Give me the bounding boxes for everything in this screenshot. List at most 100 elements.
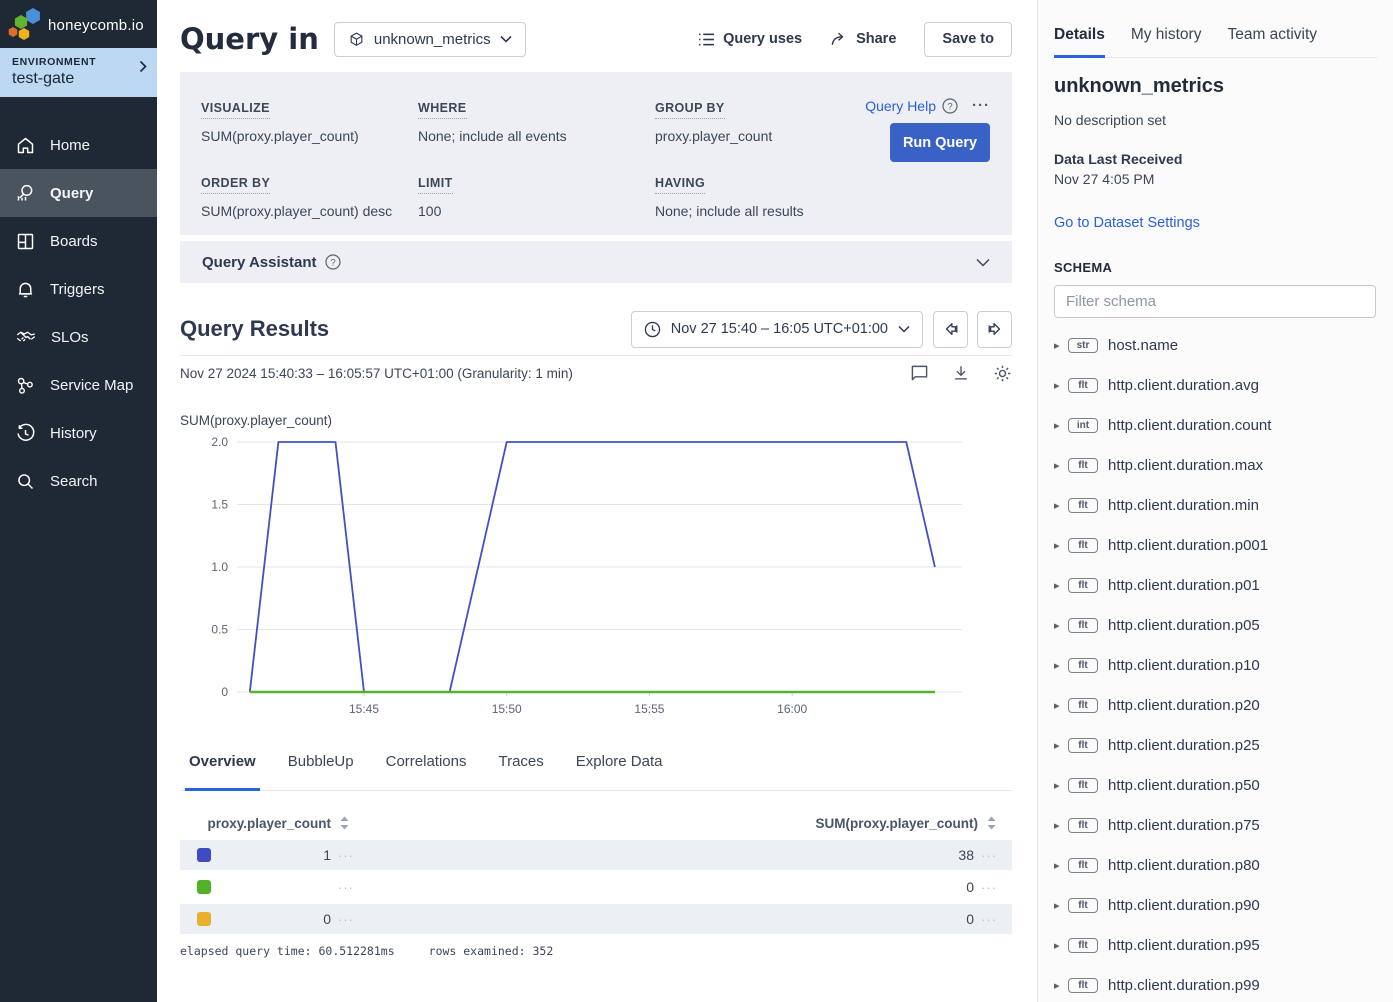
limit-label[interactable]: LIMIT bbox=[418, 176, 453, 194]
expand-triangle-icon[interactable]: ▸ bbox=[1054, 939, 1060, 952]
schema-item[interactable]: ▸ flt http.client.duration.p20 bbox=[1054, 685, 1377, 725]
schema-item[interactable]: ▸ flt http.client.duration.min bbox=[1054, 485, 1377, 525]
order-by-value[interactable]: SUM(proxy.player_count) desc bbox=[201, 203, 393, 219]
schema-item[interactable]: ▸ flt http.client.duration.max bbox=[1054, 445, 1377, 485]
save-to-button[interactable]: Save to bbox=[924, 21, 1012, 57]
query-assistant-panel[interactable]: Query Assistant ? bbox=[180, 241, 1012, 283]
environment-name: test-gate bbox=[12, 70, 75, 87]
row-menu[interactable]: ··· bbox=[338, 847, 354, 863]
expand-triangle-icon[interactable]: ▸ bbox=[1054, 899, 1060, 912]
tab-team-activity[interactable]: Team activity bbox=[1227, 26, 1318, 43]
query-help-link[interactable]: Query Help ? bbox=[865, 98, 958, 114]
time-back-button[interactable] bbox=[933, 310, 968, 348]
tab-explore-data[interactable]: Explore Data bbox=[575, 753, 663, 770]
row-menu[interactable]: ··· bbox=[981, 847, 997, 863]
visualize-value[interactable]: SUM(proxy.player_count) bbox=[201, 128, 359, 144]
sort-icon[interactable] bbox=[331, 816, 357, 830]
schema-item[interactable]: ▸ flt http.client.duration.p99 bbox=[1054, 965, 1377, 1002]
schema-item[interactable]: ▸ flt http.client.duration.p25 bbox=[1054, 725, 1377, 765]
tab-details[interactable]: Details bbox=[1054, 26, 1105, 58]
tab-bubbleup[interactable]: BubbleUp bbox=[287, 753, 354, 770]
table-row[interactable]: 0 ··· 0 ··· bbox=[180, 904, 1012, 934]
row-menu[interactable]: ··· bbox=[338, 879, 354, 895]
time-forward-button[interactable] bbox=[977, 310, 1012, 348]
schema-item[interactable]: ▸ flt http.client.duration.avg bbox=[1054, 365, 1377, 405]
table-row[interactable]: 1 ··· 38 ··· bbox=[180, 840, 1012, 870]
schema-list: ▸ str host.name ▸ flt http.client.durati… bbox=[1054, 325, 1377, 1002]
run-query-button[interactable]: Run Query bbox=[890, 123, 990, 162]
visualize-label[interactable]: VISUALIZE bbox=[201, 101, 270, 119]
schema-item[interactable]: ▸ flt http.client.duration.p05 bbox=[1054, 605, 1377, 645]
honeycomb-logo[interactable]: honeycomb.io bbox=[0, 0, 157, 48]
schema-item[interactable]: ▸ int http.client.duration.count bbox=[1054, 405, 1377, 445]
group-by-label[interactable]: GROUP BY bbox=[655, 101, 725, 119]
where-label[interactable]: WHERE bbox=[418, 101, 467, 119]
sidebar-item-search[interactable]: Search bbox=[0, 457, 157, 505]
expand-triangle-icon[interactable]: ▸ bbox=[1054, 579, 1060, 592]
schema-item[interactable]: ▸ flt http.client.duration.p75 bbox=[1054, 805, 1377, 845]
expand-triangle-icon[interactable]: ▸ bbox=[1054, 339, 1060, 352]
expand-triangle-icon[interactable]: ▸ bbox=[1054, 539, 1060, 552]
expand-triangle-icon[interactable]: ▸ bbox=[1054, 499, 1060, 512]
row-menu[interactable]: ··· bbox=[981, 911, 997, 927]
query-uses-button[interactable]: Query uses bbox=[698, 31, 802, 47]
expand-triangle-icon[interactable]: ▸ bbox=[1054, 459, 1060, 472]
gear-icon[interactable] bbox=[993, 364, 1012, 383]
sidebar-item-triggers[interactable]: Triggers bbox=[0, 265, 157, 313]
expand-triangle-icon[interactable]: ▸ bbox=[1054, 659, 1060, 672]
environment-switcher[interactable]: ENVIRONMENT test-gate bbox=[0, 48, 157, 97]
row-menu[interactable]: ··· bbox=[981, 879, 997, 895]
having-label[interactable]: HAVING bbox=[655, 176, 706, 194]
dataset-settings-link[interactable]: Go to Dataset Settings bbox=[1054, 215, 1200, 231]
order-by-label[interactable]: ORDER BY bbox=[201, 176, 271, 194]
svg-text:15:45: 15:45 bbox=[349, 702, 379, 716]
schema-item[interactable]: ▸ flt http.client.duration.p50 bbox=[1054, 765, 1377, 805]
sidebar-item-query[interactable]: Query bbox=[0, 169, 157, 217]
sidebar-item-slos[interactable]: SLOs bbox=[0, 313, 157, 361]
expand-triangle-icon[interactable]: ▸ bbox=[1054, 379, 1060, 392]
schema-item[interactable]: ▸ flt http.client.duration.p10 bbox=[1054, 645, 1377, 685]
sidebar-item-service-map[interactable]: Service Map bbox=[0, 361, 157, 409]
expand-triangle-icon[interactable]: ▸ bbox=[1054, 699, 1060, 712]
schema-item[interactable]: ▸ flt http.client.duration.p95 bbox=[1054, 925, 1377, 965]
table-row[interactable]: ··· 0 ··· bbox=[180, 872, 1012, 902]
tab-my-history[interactable]: My history bbox=[1130, 26, 1202, 43]
dataset-selector[interactable]: unknown_metrics bbox=[333, 21, 526, 57]
download-icon[interactable] bbox=[952, 364, 970, 382]
tab-correlations[interactable]: Correlations bbox=[385, 753, 467, 770]
schema-item[interactable]: ▸ flt http.client.duration.p01 bbox=[1054, 565, 1377, 605]
having-value[interactable]: None; include all results bbox=[655, 203, 804, 219]
expand-triangle-icon[interactable]: ▸ bbox=[1054, 779, 1060, 792]
sidebar-item-history[interactable]: History bbox=[0, 409, 157, 457]
row-menu[interactable]: ··· bbox=[338, 911, 354, 927]
chevron-down-icon bbox=[898, 325, 910, 333]
column-header-sum[interactable]: SUM(proxy.player_count) bbox=[815, 815, 978, 831]
expand-triangle-icon[interactable]: ▸ bbox=[1054, 739, 1060, 752]
tab-overview[interactable]: Overview bbox=[185, 753, 260, 791]
chevron-down-icon bbox=[500, 35, 512, 43]
builder-overflow-menu[interactable]: ··· bbox=[972, 97, 990, 114]
sidebar-item-boards[interactable]: Boards bbox=[0, 217, 157, 265]
chevron-down-icon[interactable] bbox=[976, 258, 990, 267]
comment-icon[interactable] bbox=[910, 364, 929, 382]
schema-item[interactable]: ▸ str host.name bbox=[1054, 325, 1377, 365]
sort-icon[interactable] bbox=[978, 816, 1004, 830]
expand-triangle-icon[interactable]: ▸ bbox=[1054, 819, 1060, 832]
group-by-value[interactable]: proxy.player_count bbox=[655, 128, 773, 144]
sidebar-item-home[interactable]: Home bbox=[0, 121, 157, 169]
expand-triangle-icon[interactable]: ▸ bbox=[1054, 619, 1060, 632]
expand-triangle-icon[interactable]: ▸ bbox=[1054, 859, 1060, 872]
limit-value[interactable]: 100 bbox=[418, 203, 442, 219]
column-header-group[interactable]: proxy.player_count bbox=[207, 815, 331, 831]
time-range-picker[interactable]: Nov 27 15:40 – 16:05 UTC+01:00 bbox=[630, 310, 923, 348]
share-button[interactable]: Share bbox=[830, 31, 896, 47]
expand-triangle-icon[interactable]: ▸ bbox=[1054, 979, 1060, 992]
schema-item[interactable]: ▸ flt http.client.duration.p001 bbox=[1054, 525, 1377, 565]
tab-traces[interactable]: Traces bbox=[498, 753, 544, 770]
expand-triangle-icon[interactable]: ▸ bbox=[1054, 419, 1060, 432]
sidebar-item-label: History bbox=[50, 424, 97, 442]
schema-item[interactable]: ▸ flt http.client.duration.p90 bbox=[1054, 885, 1377, 925]
schema-filter-input[interactable] bbox=[1054, 285, 1376, 318]
schema-item[interactable]: ▸ flt http.client.duration.p80 bbox=[1054, 845, 1377, 885]
where-value[interactable]: None; include all events bbox=[418, 128, 567, 144]
